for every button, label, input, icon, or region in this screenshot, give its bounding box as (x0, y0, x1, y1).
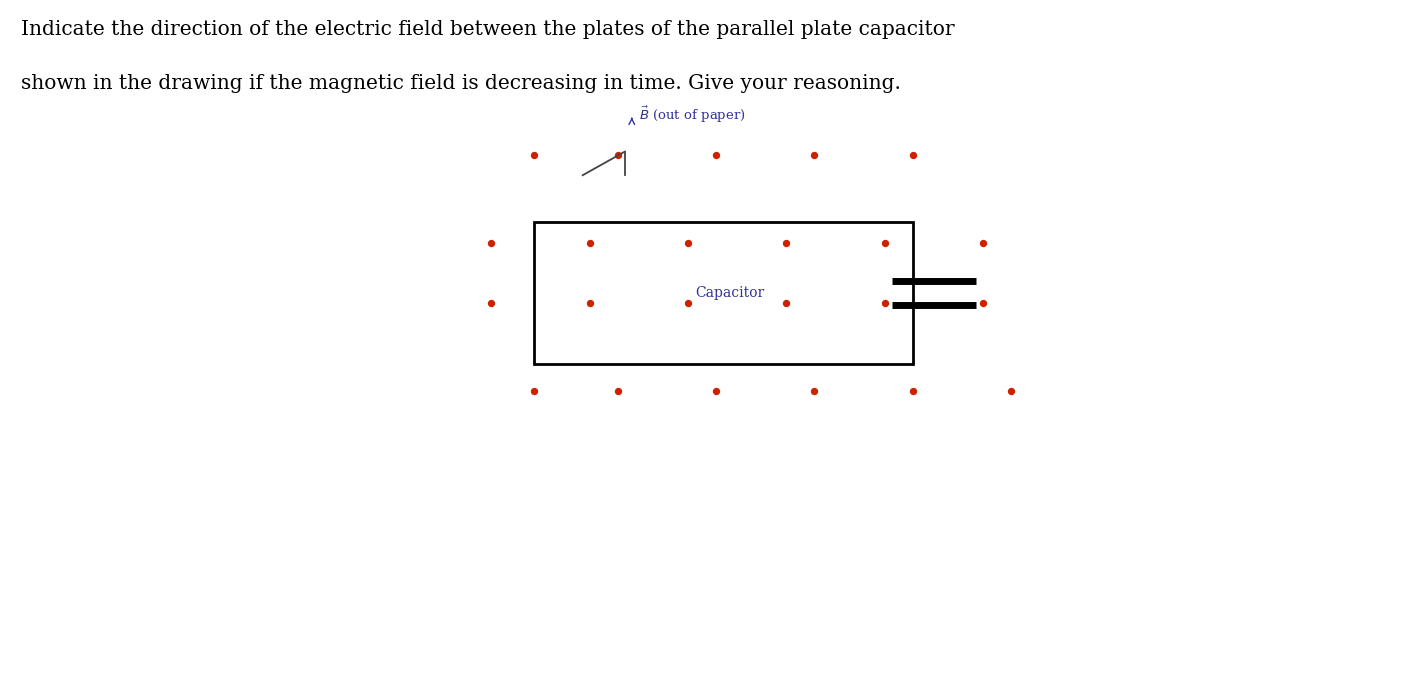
Point (522, 150, 545, 160)
Text: shown in the drawing if the magnetic field is decreasing in time. Give your reas: shown in the drawing if the magnetic fie… (21, 74, 901, 93)
Point (775, 237, 797, 248)
Text: Capacitor: Capacitor (695, 286, 765, 300)
Point (803, 386, 826, 396)
Point (972, 237, 994, 248)
Point (705, 386, 727, 396)
Point (901, 150, 924, 160)
Point (972, 298, 994, 309)
Bar (534, 222, 913, 364)
Point (901, 386, 924, 396)
Text: $\vec{B}$ (out of paper): $\vec{B}$ (out of paper) (639, 104, 746, 125)
Point (1000, 386, 1022, 396)
Point (873, 237, 896, 248)
Point (480, 298, 503, 309)
Point (677, 298, 699, 309)
Point (705, 150, 727, 160)
Point (578, 298, 601, 309)
Point (677, 237, 699, 248)
Point (873, 298, 896, 309)
Point (607, 150, 629, 160)
Point (803, 150, 826, 160)
Point (480, 237, 503, 248)
Text: Indicate the direction of the electric field between the plates of the parallel : Indicate the direction of the electric f… (21, 20, 955, 39)
Point (775, 298, 797, 309)
Point (607, 386, 629, 396)
Point (578, 237, 601, 248)
Point (522, 386, 545, 396)
